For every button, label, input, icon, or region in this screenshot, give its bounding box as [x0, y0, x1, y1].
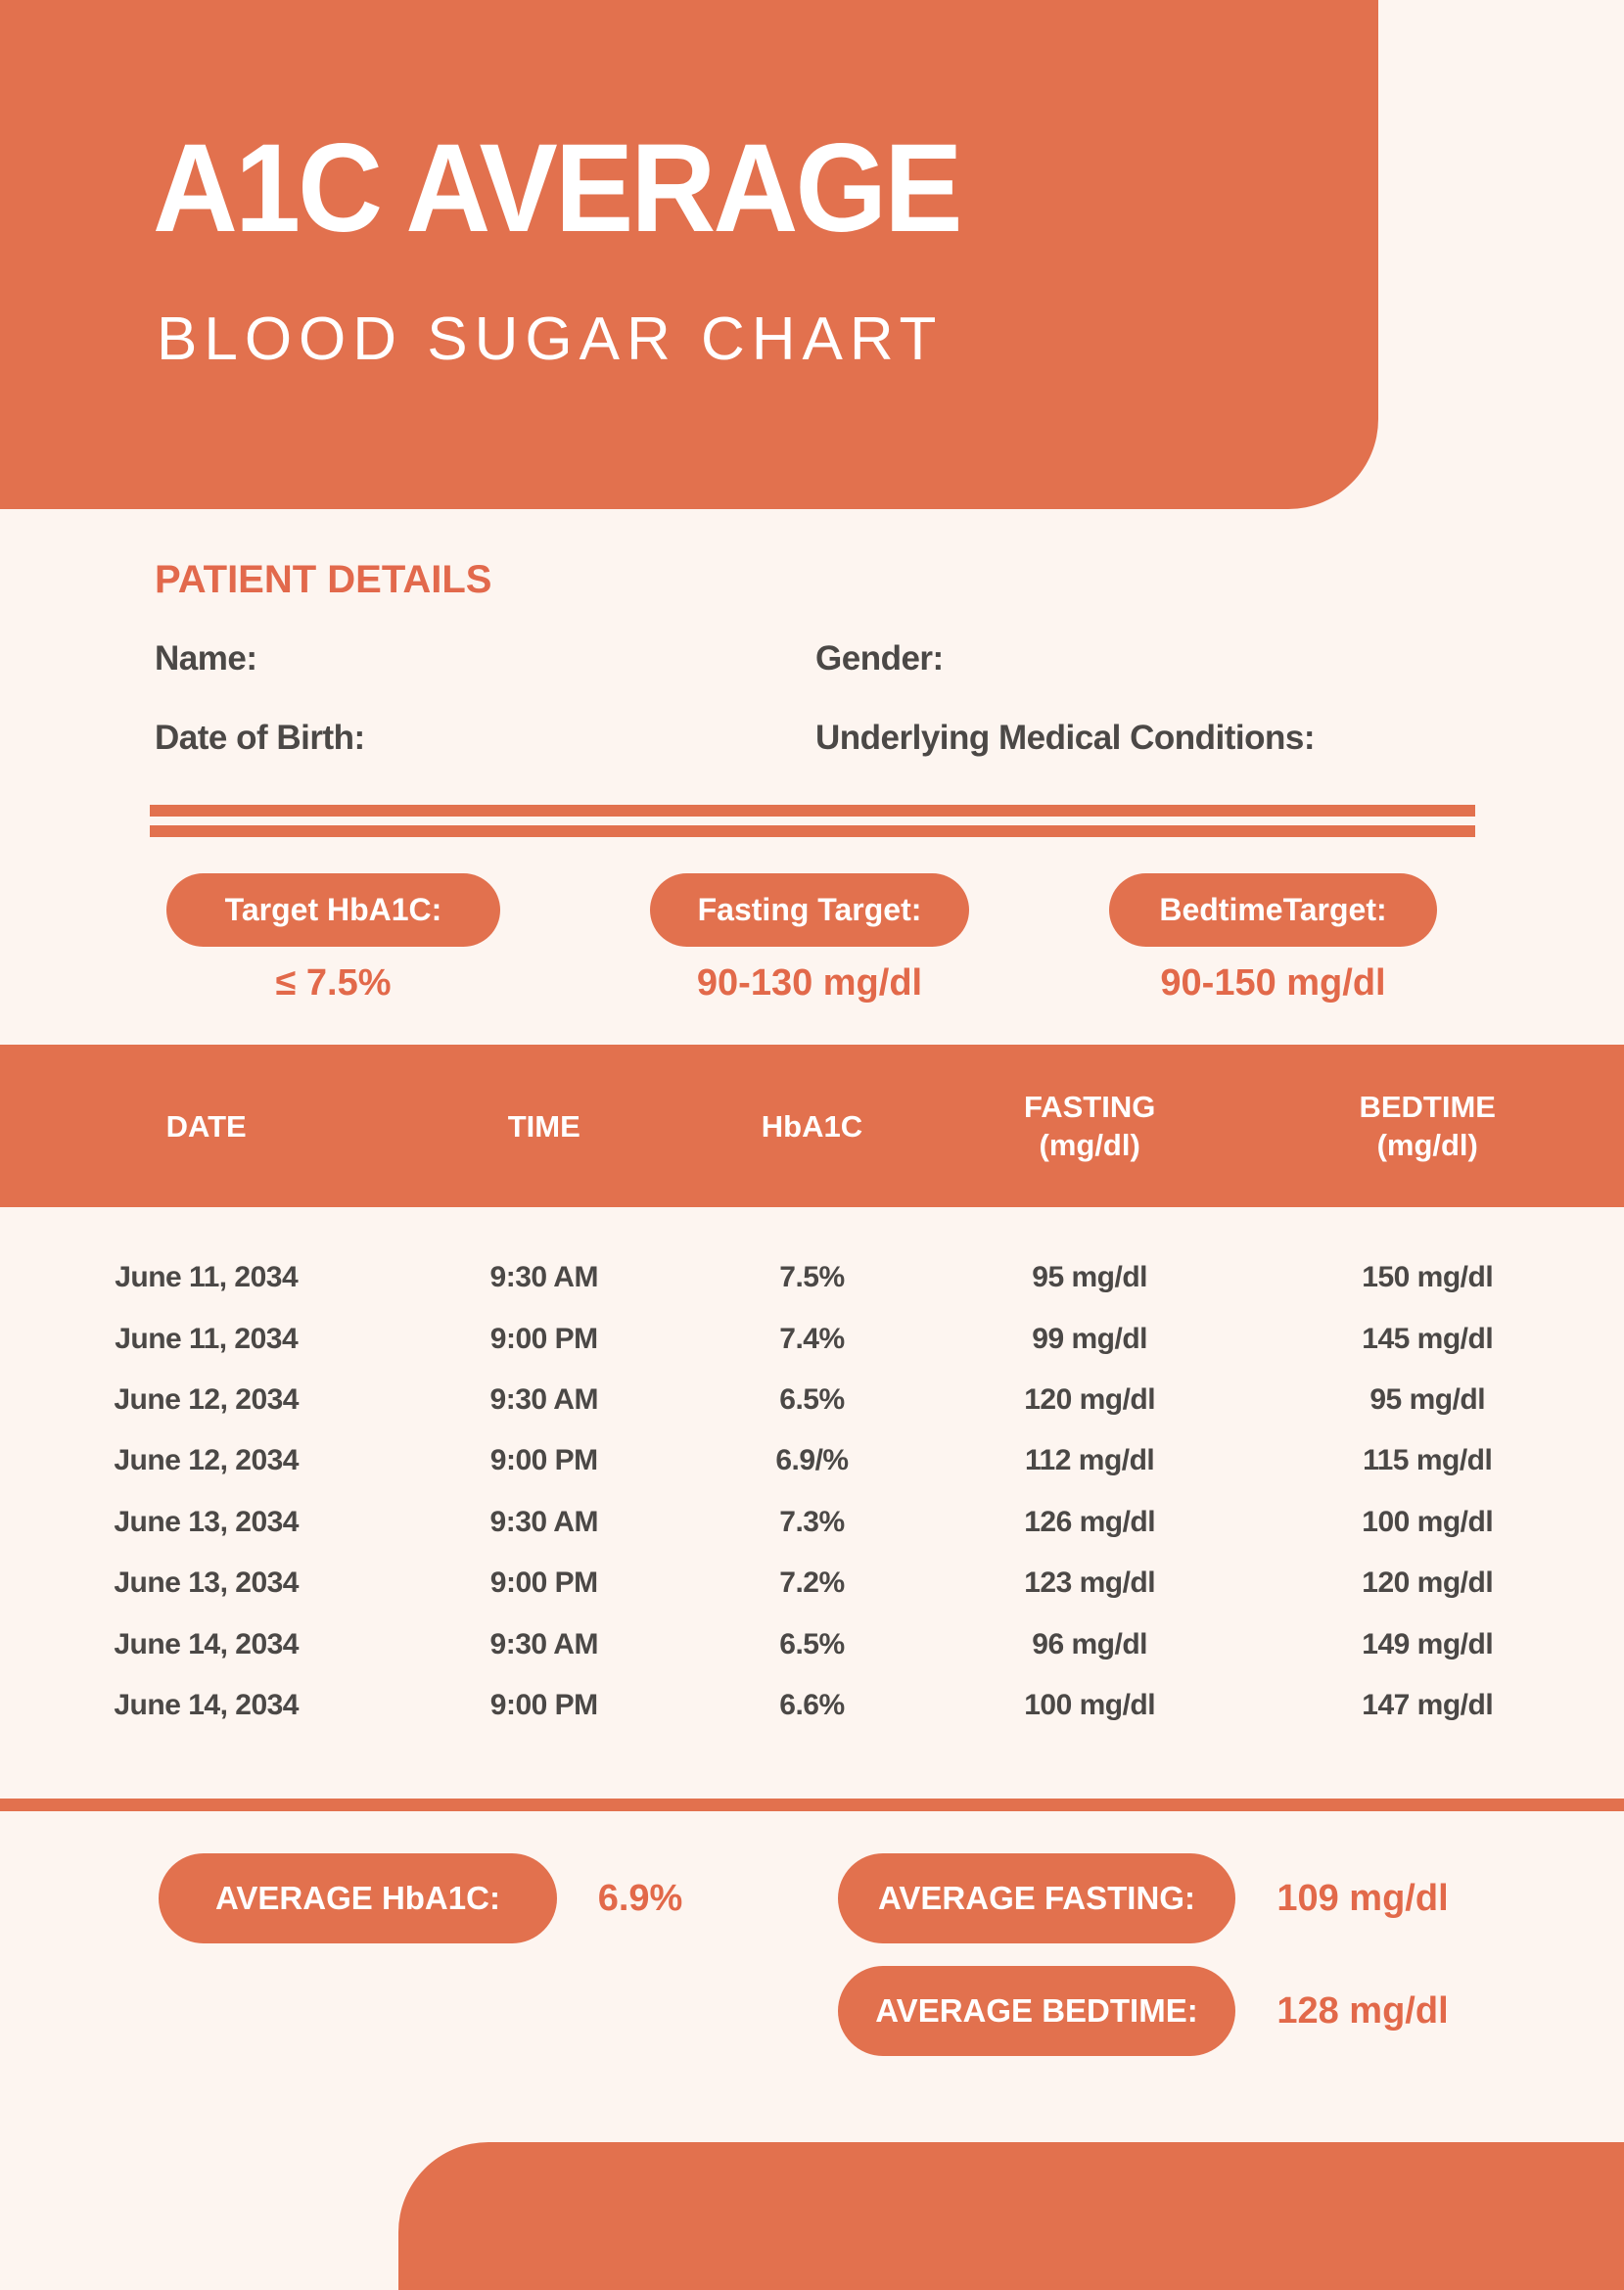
table-row: June 11, 2034 9:00 PM 7.4% 99 mg/dl 145 … [0, 1308, 1624, 1369]
hba1c-cell: 6.5% [779, 1382, 845, 1416]
fasting-cell: 112 mg/dl [1025, 1444, 1155, 1477]
bedtime-cell: 95 mg/dl [1369, 1382, 1486, 1416]
column-header-date: DATE [0, 1107, 412, 1145]
fasting-target-pill: Fasting Target: [650, 873, 969, 947]
footer-banner [398, 2142, 1624, 2290]
double-rule-divider [150, 805, 1475, 837]
bedtime-cell: 100 mg/dl [1362, 1505, 1494, 1538]
date-of-birth-field-label: Date of Birth: [155, 719, 365, 757]
time-cell: 9:00 PM [489, 1322, 598, 1355]
table-row: June 12, 2034 9:00 PM 6.9/% 112 mg/dl 11… [0, 1430, 1624, 1491]
average-hba1c-pill: AVERAGE HbA1C: [159, 1853, 557, 1943]
bedtime-target-pill: BedtimeTarget: [1109, 873, 1437, 947]
date-cell: June 12, 2034 [114, 1382, 299, 1416]
average-bedtime-label: AVERAGE BEDTIME: [875, 1992, 1198, 2029]
fasting-cell: 123 mg/dl [1024, 1566, 1156, 1600]
target-hba1c-label: Target HbA1C: [224, 892, 442, 927]
time-cell: 9:00 PM [489, 1688, 598, 1721]
average-fasting-pill: AVERAGE FASTING: [838, 1853, 1235, 1943]
table-row: June 14, 2034 9:00 PM 6.6% 100 mg/dl 147… [0, 1675, 1624, 1736]
time-cell: 9:30 AM [489, 1627, 599, 1660]
date-cell: June 14, 2034 [114, 1688, 299, 1721]
column-header-bedtime: BEDTIME (mg/dl) [1230, 1088, 1623, 1164]
fasting-cell: 99 mg/dl [1032, 1322, 1147, 1355]
table-row: June 13, 2034 9:30 AM 7.3% 126 mg/dl 100… [0, 1492, 1624, 1553]
time-cell: 9:30 AM [489, 1505, 599, 1538]
hba1c-cell: 6.9/% [775, 1444, 849, 1477]
column-header-label: TIME [507, 1108, 580, 1144]
table-row: June 14, 2034 9:30 AM 6.5% 96 mg/dl 149 … [0, 1613, 1624, 1674]
average-fasting-label: AVERAGE FASTING: [878, 1880, 1195, 1916]
fasting-target-value: 90-130 mg/dl [696, 961, 923, 1004]
bedtime-cell: 150 mg/dl [1362, 1261, 1494, 1294]
date-cell: June 11, 2034 [115, 1261, 299, 1294]
table-row: June 12, 2034 9:30 AM 6.5% 120 mg/dl 95 … [0, 1370, 1624, 1430]
column-header-unit: (mg/dl) [1039, 1128, 1140, 1162]
date-cell: June 12, 2034 [114, 1444, 299, 1477]
average-hba1c-value: 6.9% [597, 1877, 683, 1919]
bedtime-target-label: BedtimeTarget: [1159, 892, 1387, 927]
bedtime-target-value: 90-150 mg/dl [1160, 961, 1386, 1004]
patient-details-heading: PATIENT DETAILS [155, 558, 492, 601]
time-cell: 9:00 PM [489, 1566, 598, 1600]
date-cell: June 11, 2034 [115, 1322, 299, 1355]
single-rule-divider [0, 1799, 1624, 1811]
bedtime-cell: 120 mg/dl [1362, 1566, 1494, 1600]
fasting-cell: 95 mg/dl [1032, 1261, 1147, 1294]
header-banner: A1C AVERAGE BLOOD SUGAR CHART [0, 0, 1378, 509]
table-row: June 13, 2034 9:00 PM 7.2% 123 mg/dl 120… [0, 1553, 1624, 1613]
column-header-label: DATE [165, 1108, 247, 1144]
fasting-cell: 120 mg/dl [1024, 1382, 1156, 1416]
date-cell: June 14, 2034 [114, 1627, 299, 1660]
divider-line [150, 805, 1475, 817]
fasting-cell: 126 mg/dl [1024, 1505, 1156, 1538]
hba1c-cell: 6.6% [779, 1688, 845, 1721]
date-cell: June 13, 2034 [114, 1566, 299, 1600]
bedtime-cell: 149 mg/dl [1362, 1627, 1494, 1660]
fasting-cell: 96 mg/dl [1032, 1627, 1147, 1660]
hba1c-cell: 7.4% [779, 1322, 845, 1355]
date-cell: June 13, 2034 [114, 1505, 299, 1538]
bedtime-cell: 115 mg/dl [1363, 1444, 1493, 1477]
target-hba1c-pill: Target HbA1C: [166, 873, 500, 947]
name-field-label: Name: [155, 639, 257, 678]
bedtime-cell: 147 mg/dl [1362, 1688, 1494, 1721]
time-cell: 9:00 PM [489, 1444, 598, 1477]
table-row: June 11, 2034 9:30 AM 7.5% 95 mg/dl 150 … [0, 1247, 1624, 1308]
column-header-hba1c: HbA1C [675, 1107, 949, 1145]
column-header-label: HbA1C [761, 1108, 863, 1144]
column-header-fasting: FASTING (mg/dl) [949, 1088, 1231, 1164]
page-title: A1C AVERAGE [153, 118, 963, 258]
gender-field-label: Gender: [815, 639, 944, 678]
column-header-label: FASTING [1023, 1090, 1156, 1124]
average-hba1c-label: AVERAGE HbA1C: [215, 1880, 500, 1916]
page-subtitle: BLOOD SUGAR CHART [157, 305, 944, 373]
hba1c-cell: 7.2% [779, 1566, 845, 1600]
fasting-target-label: Fasting Target: [697, 892, 922, 927]
hba1c-cell: 7.5% [779, 1261, 845, 1294]
fasting-cell: 100 mg/dl [1024, 1688, 1156, 1721]
time-cell: 9:30 AM [489, 1261, 599, 1294]
average-bedtime-pill: AVERAGE BEDTIME: [838, 1966, 1235, 2056]
column-header-time: TIME [412, 1107, 675, 1145]
medical-conditions-field-label: Underlying Medical Conditions: [815, 719, 1316, 757]
average-bedtime-value: 128 mg/dl [1276, 1989, 1449, 2032]
column-header-label: BEDTIME [1359, 1090, 1496, 1124]
table-header-row: DATE TIME HbA1C FASTING (mg/dl) BEDTIME … [0, 1045, 1624, 1207]
average-fasting-value: 109 mg/dl [1276, 1877, 1449, 1919]
divider-line [150, 825, 1475, 837]
column-header-unit: (mg/dl) [1376, 1128, 1478, 1162]
bedtime-cell: 145 mg/dl [1362, 1322, 1494, 1355]
hba1c-cell: 6.5% [779, 1627, 845, 1660]
time-cell: 9:30 AM [489, 1382, 599, 1416]
table-body: June 11, 2034 9:30 AM 7.5% 95 mg/dl 150 … [0, 1247, 1624, 1736]
target-hba1c-value: ≤ 7.5% [275, 961, 392, 1004]
hba1c-cell: 7.3% [779, 1505, 845, 1538]
